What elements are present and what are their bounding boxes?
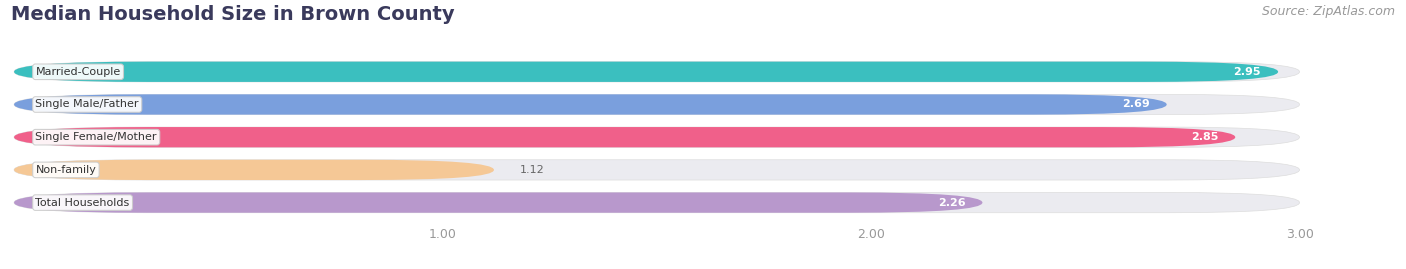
Text: Single Female/Mother: Single Female/Mother	[35, 132, 157, 142]
FancyBboxPatch shape	[14, 160, 1299, 180]
Text: Non-family: Non-family	[35, 165, 97, 175]
FancyBboxPatch shape	[14, 192, 983, 213]
FancyBboxPatch shape	[14, 127, 1236, 147]
FancyBboxPatch shape	[14, 94, 1299, 115]
FancyBboxPatch shape	[14, 160, 494, 180]
FancyBboxPatch shape	[14, 192, 1299, 213]
FancyBboxPatch shape	[14, 127, 1299, 147]
Text: 2.26: 2.26	[938, 198, 966, 208]
Text: Source: ZipAtlas.com: Source: ZipAtlas.com	[1261, 5, 1395, 18]
Text: Married-Couple: Married-Couple	[35, 67, 121, 77]
Text: 1.12: 1.12	[520, 165, 544, 175]
FancyBboxPatch shape	[14, 62, 1299, 82]
FancyBboxPatch shape	[14, 94, 1167, 115]
FancyBboxPatch shape	[14, 62, 1278, 82]
Text: 2.95: 2.95	[1233, 67, 1261, 77]
Text: 2.69: 2.69	[1122, 100, 1150, 109]
Text: Median Household Size in Brown County: Median Household Size in Brown County	[11, 5, 456, 24]
Text: Total Households: Total Households	[35, 198, 129, 208]
Text: 2.85: 2.85	[1191, 132, 1218, 142]
Text: Single Male/Father: Single Male/Father	[35, 100, 139, 109]
